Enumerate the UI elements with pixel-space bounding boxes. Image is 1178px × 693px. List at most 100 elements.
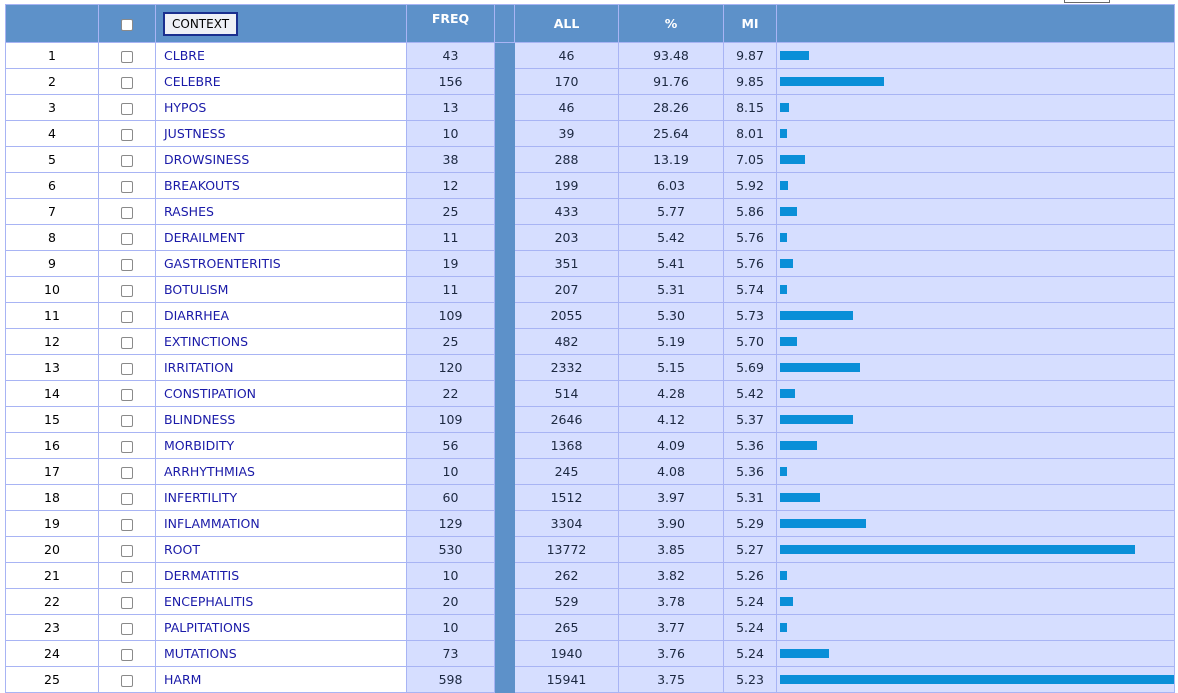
- row-checkbox[interactable]: [121, 128, 133, 141]
- word-link[interactable]: MUTATIONS: [164, 646, 237, 661]
- freq-bar: [780, 103, 789, 112]
- word-link[interactable]: DIARRHEA: [164, 308, 230, 323]
- word-link[interactable]: BREAKOUTS: [164, 178, 240, 193]
- header-mi[interactable]: MI: [723, 4, 777, 43]
- row-checkbox[interactable]: [121, 570, 133, 583]
- row-rank: 13: [5, 354, 99, 381]
- row-checkbox[interactable]: [121, 518, 133, 531]
- row-checkbox[interactable]: [121, 388, 133, 401]
- table-row: 23 PALPITATIONS 10 265 3.77 5.24: [5, 614, 1175, 641]
- freq-bar: [780, 337, 797, 346]
- word-link[interactable]: DERAILMENT: [164, 230, 245, 245]
- header-all[interactable]: ALL: [514, 4, 619, 43]
- row-separator: [494, 380, 515, 407]
- row-checkbox[interactable]: [121, 362, 133, 375]
- row-mi: 5.24: [723, 640, 777, 667]
- row-checkbox[interactable]: [121, 206, 133, 219]
- table-row: 7 RASHES 25 433 5.77 5.86: [5, 198, 1175, 225]
- freq-bar: [780, 77, 884, 86]
- row-checkbox[interactable]: [121, 232, 133, 245]
- row-checkbox[interactable]: [121, 544, 133, 557]
- word-link[interactable]: CLBRE: [164, 48, 205, 63]
- context-button[interactable]: CONTEXT: [163, 11, 239, 36]
- word-link[interactable]: ROOT: [164, 542, 200, 557]
- row-checkbox-cell: [98, 146, 156, 173]
- word-link[interactable]: CELEBRE: [164, 74, 221, 89]
- header-rank: [5, 4, 99, 43]
- table-row: 20 ROOT 530 13772 3.85 5.27: [5, 536, 1175, 563]
- word-link[interactable]: ENCEPHALITIS: [164, 594, 254, 609]
- word-link[interactable]: BLINDNESS: [164, 412, 236, 427]
- row-rank: 8: [5, 224, 99, 251]
- table-row: 12 EXTINCTIONS 25 482 5.19 5.70: [5, 328, 1175, 355]
- row-separator: [494, 588, 515, 615]
- table-row: 18 INFERTILITY 60 1512 3.97 5.31: [5, 484, 1175, 511]
- word-link[interactable]: GASTROENTERITIS: [164, 256, 281, 271]
- row-checkbox[interactable]: [121, 154, 133, 167]
- row-percent: 3.97: [618, 484, 724, 511]
- row-checkbox-cell: [98, 354, 156, 381]
- word-link[interactable]: INFERTILITY: [164, 490, 238, 505]
- row-checkbox[interactable]: [121, 622, 133, 635]
- row-word-cell: DERAILMENT: [155, 224, 407, 251]
- header-select-all: [98, 4, 156, 43]
- row-rank: 3: [5, 94, 99, 121]
- word-link[interactable]: HARM: [164, 672, 202, 687]
- table-row: 8 DERAILMENT 11 203 5.42 5.76: [5, 224, 1175, 251]
- word-link[interactable]: DERMATITIS: [164, 568, 240, 583]
- word-link[interactable]: HYPOS: [164, 100, 207, 115]
- row-bar-cell: [776, 302, 1175, 329]
- row-checkbox-cell: [98, 666, 156, 693]
- header-percent[interactable]: %: [618, 4, 724, 43]
- word-link[interactable]: DROWSINESS: [164, 152, 250, 167]
- row-checkbox[interactable]: [121, 180, 133, 193]
- row-checkbox[interactable]: [121, 440, 133, 453]
- row-checkbox[interactable]: [121, 466, 133, 479]
- row-bar-cell: [776, 120, 1175, 147]
- word-link[interactable]: ARRHYTHMIAS: [164, 464, 255, 479]
- row-checkbox[interactable]: [121, 336, 133, 349]
- word-link[interactable]: CONSTIPATION: [164, 386, 257, 401]
- row-rank: 6: [5, 172, 99, 199]
- header-row: CONTEXT FREQ ALL % MI: [5, 4, 1175, 43]
- freq-bar: [780, 285, 787, 294]
- row-word-cell: ARRHYTHMIAS: [155, 458, 407, 485]
- row-freq: 13: [406, 94, 495, 121]
- row-checkbox[interactable]: [121, 596, 133, 609]
- row-freq: 43: [406, 42, 495, 69]
- row-checkbox-cell: [98, 406, 156, 433]
- row-checkbox[interactable]: [121, 674, 133, 687]
- row-checkbox[interactable]: [121, 258, 133, 271]
- row-percent: 5.19: [618, 328, 724, 355]
- row-bar-cell: [776, 458, 1175, 485]
- row-freq: 25: [406, 328, 495, 355]
- select-all-checkbox[interactable]: [121, 18, 133, 31]
- word-link[interactable]: INFLAMMATION: [164, 516, 260, 531]
- row-checkbox[interactable]: [121, 50, 133, 63]
- row-checkbox[interactable]: [121, 310, 133, 323]
- row-checkbox[interactable]: [121, 648, 133, 661]
- word-link[interactable]: BOTULISM: [164, 282, 229, 297]
- row-separator: [494, 432, 515, 459]
- row-checkbox[interactable]: [121, 102, 133, 115]
- row-checkbox[interactable]: [121, 76, 133, 89]
- header-freq[interactable]: FREQ: [406, 4, 495, 43]
- table-row: 1 CLBRE 43 46 93.48 9.87: [5, 42, 1175, 69]
- row-checkbox[interactable]: [121, 284, 133, 297]
- row-all: 203: [514, 224, 619, 251]
- word-link[interactable]: PALPITATIONS: [164, 620, 251, 635]
- word-link[interactable]: EXTINCTIONS: [164, 334, 249, 349]
- word-link[interactable]: MORBIDITY: [164, 438, 235, 453]
- row-percent: 4.12: [618, 406, 724, 433]
- word-link[interactable]: RASHES: [164, 204, 214, 219]
- row-checkbox-cell: [98, 68, 156, 95]
- word-link[interactable]: IRRITATION: [164, 360, 234, 375]
- row-rank: 17: [5, 458, 99, 485]
- table-row: 22 ENCEPHALITIS 20 529 3.78 5.24: [5, 588, 1175, 615]
- corner-control[interactable]: [1064, 0, 1110, 3]
- row-separator: [494, 354, 515, 381]
- row-separator: [494, 42, 515, 69]
- word-link[interactable]: JUSTNESS: [164, 126, 226, 141]
- row-checkbox[interactable]: [121, 414, 133, 427]
- row-checkbox[interactable]: [121, 492, 133, 505]
